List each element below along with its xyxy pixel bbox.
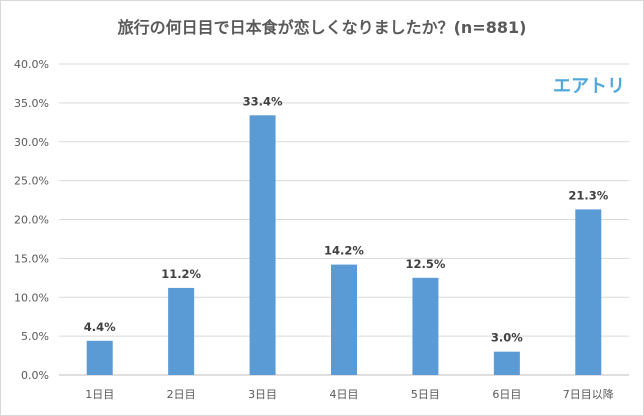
data-label: 4.4%: [84, 320, 116, 334]
x-category-label: 4日目: [330, 388, 359, 401]
x-category-label: 3日目: [248, 388, 277, 401]
x-category-label: 2日目: [167, 388, 196, 401]
chart-title: 旅行の何日目で日本食が恋しくなりましたか？(n=881): [118, 18, 527, 37]
y-tick-label: 40.0%: [14, 58, 49, 71]
y-tick-label: 20.0%: [14, 214, 49, 227]
y-tick-label: 35.0%: [14, 97, 49, 110]
brand-logo: エアトリ: [553, 76, 625, 97]
bar: [86, 340, 113, 375]
y-tick-label: 25.0%: [14, 175, 49, 188]
y-tick-label: 0.0%: [21, 369, 49, 382]
x-category-label: 6日目: [492, 388, 521, 401]
y-tick-label: 5.0%: [21, 330, 49, 343]
data-label: 14.2%: [324, 244, 364, 258]
y-tick-label: 10.0%: [14, 291, 49, 304]
bars: [86, 115, 602, 375]
data-label: 11.2%: [161, 267, 201, 281]
bar: [493, 351, 520, 375]
data-label: 33.4%: [243, 94, 283, 108]
y-tick-label: 30.0%: [14, 136, 49, 149]
y-tick-label: 15.0%: [14, 252, 49, 265]
data-labels: 4.4% 11.2% 33.4% 14.2% 12.5% 3.0% 21.3%: [84, 94, 609, 344]
y-axis-ticks: 0.0% 5.0% 10.0% 15.0% 20.0% 25.0% 30.0% 35.0% 40…: [14, 58, 49, 382]
bar: [249, 115, 276, 375]
grid-lines: [59, 63, 629, 376]
x-axis-categories: 1日目 2日目 3日目 4日目 5日目 6日目 7日目以降: [85, 387, 614, 401]
data-label: 12.5%: [405, 257, 445, 271]
data-label: 3.0%: [491, 331, 523, 345]
data-label: 21.3%: [568, 188, 608, 202]
x-category-label: 1日目: [85, 388, 114, 401]
x-category-label: 7日目以降: [563, 387, 614, 401]
bar: [412, 277, 439, 375]
bar: [575, 209, 602, 375]
x-category-label: 5日目: [411, 388, 440, 401]
bar: [331, 264, 357, 375]
bar: [168, 287, 195, 375]
